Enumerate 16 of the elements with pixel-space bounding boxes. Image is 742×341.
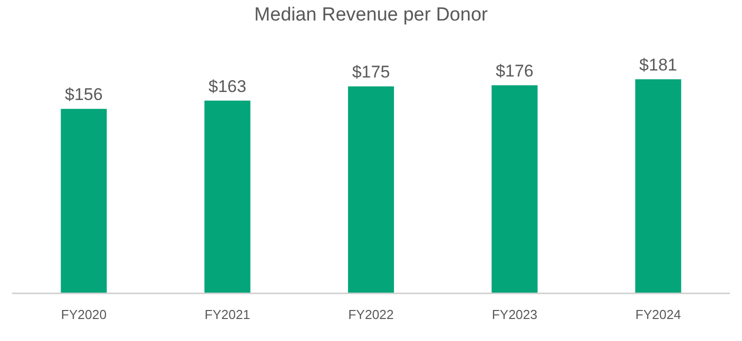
data-label: $176 bbox=[496, 61, 534, 80]
bar bbox=[492, 85, 538, 294]
data-label: $181 bbox=[639, 55, 678, 74]
bar bbox=[348, 86, 394, 294]
data-label: $175 bbox=[352, 62, 390, 82]
data-label: $163 bbox=[208, 76, 246, 96]
bar bbox=[204, 100, 250, 294]
data-label: $156 bbox=[64, 85, 103, 104]
x-tick-label: FY2021 bbox=[204, 306, 250, 322]
x-tick-label: FY2024 bbox=[635, 306, 681, 322]
x-tick-label: FY2022 bbox=[348, 306, 394, 322]
x-tick-label: FY2020 bbox=[61, 306, 107, 322]
x-tick-label: FY2023 bbox=[492, 306, 538, 322]
bar bbox=[635, 79, 682, 294]
chart-title: Median Revenue per Donor bbox=[254, 4, 488, 26]
bar bbox=[60, 108, 107, 294]
